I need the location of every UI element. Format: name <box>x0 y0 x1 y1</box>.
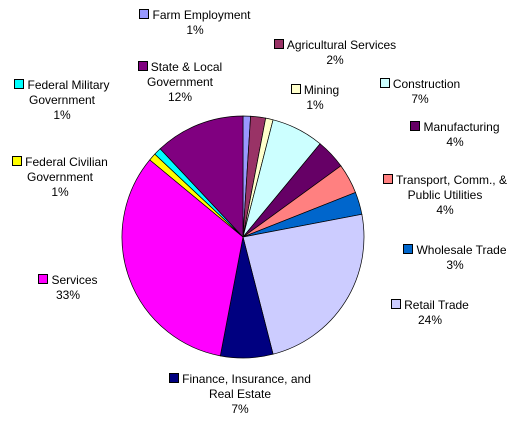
category-name: Federal Military Government <box>27 78 110 107</box>
value-label: 3% <box>446 258 464 272</box>
value-label: 7% <box>411 92 429 106</box>
slice-label: State & Local Government 12% <box>130 60 230 105</box>
legend-swatch <box>12 156 23 166</box>
value-label: 1% <box>51 185 69 199</box>
category-name: Agricultural Services <box>286 38 397 52</box>
legend-swatch <box>14 79 25 89</box>
slice-label: Federal Military Government 1% <box>5 78 120 123</box>
slice-label: Agricultural Services 2% <box>235 38 435 68</box>
category-name: State & Local Government <box>146 60 223 89</box>
slice-label: Mining 1% <box>275 83 355 113</box>
legend-swatch <box>273 39 284 49</box>
value-label: 4% <box>446 135 464 149</box>
value-label: 1% <box>186 23 204 37</box>
slice-label: Wholesale Trade 3% <box>395 243 515 273</box>
legend-swatch <box>379 78 390 88</box>
value-label: 1% <box>53 108 71 122</box>
legend-swatch <box>139 9 150 19</box>
category-name: Services <box>51 273 98 287</box>
legend-swatch <box>383 174 394 184</box>
category-name: Retail Trade <box>404 298 469 312</box>
pie-slice <box>242 213 365 355</box>
legend-swatch <box>38 274 49 284</box>
slice-label: Transport, Comm., & Public Utilities 4% <box>375 173 515 218</box>
pie-slice <box>159 115 244 238</box>
value-label: 2% <box>326 53 344 67</box>
slice-label: Retail Trade 24% <box>375 298 485 328</box>
value-label: 7% <box>231 402 249 416</box>
slice-label: Services 33% <box>18 273 118 303</box>
category-name: Wholesale Trade <box>416 243 507 257</box>
legend-swatch <box>290 84 301 94</box>
category-name: Farm Employment <box>152 8 251 22</box>
category-name: Construction <box>392 77 461 91</box>
legend-swatch <box>410 121 421 131</box>
slice-label: Federal Civilian Government 1% <box>3 155 118 200</box>
slice-label: Farm Employment 1% <box>95 8 295 38</box>
slice-label: Construction 7% <box>370 77 470 107</box>
value-label: 33% <box>55 288 81 302</box>
value-label: 12% <box>167 90 193 104</box>
category-name: Manufacturing <box>423 120 500 134</box>
legend-swatch <box>137 61 148 71</box>
value-label: 4% <box>436 203 454 217</box>
legend-swatch <box>403 244 414 254</box>
pie-slice <box>121 159 244 357</box>
category-name: Federal Civilian Government <box>25 155 108 184</box>
slice-label: Finance, Insurance, and Real Estate 7% <box>160 372 320 417</box>
value-label: 1% <box>306 98 324 112</box>
category-name: Mining <box>303 83 340 97</box>
legend-swatch <box>169 373 180 383</box>
category-name: Transport, Comm., & Public Utilities <box>396 173 507 202</box>
legend-swatch <box>391 299 402 309</box>
value-label: 24% <box>417 313 443 327</box>
category-name: Finance, Insurance, and Real Estate <box>182 372 311 401</box>
slice-label: Manufacturing 4% <box>400 120 510 150</box>
